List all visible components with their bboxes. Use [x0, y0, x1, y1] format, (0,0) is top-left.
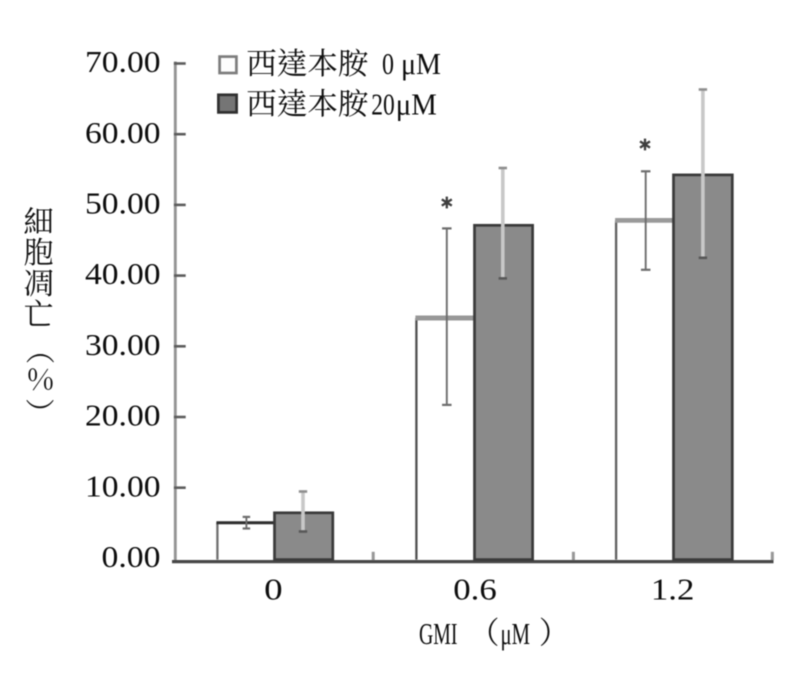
svg-text:GMI: GMI: [419, 617, 458, 651]
svg-text:0.6: 0.6: [453, 572, 497, 607]
svg-text:μM: μM: [396, 87, 437, 121]
svg-text:μM: μM: [501, 617, 531, 651]
svg-text:0.00: 0.00: [102, 539, 161, 574]
svg-text:1.2: 1.2: [651, 572, 695, 607]
svg-text:0: 0: [382, 47, 394, 81]
svg-text:20.00: 20.00: [85, 398, 161, 433]
svg-text:50.00: 50.00: [85, 186, 161, 221]
svg-text:0: 0: [264, 572, 283, 607]
svg-text:μM: μM: [401, 47, 441, 81]
svg-text:20: 20: [371, 87, 395, 121]
svg-text:40.00: 40.00: [85, 256, 161, 291]
svg-text:30.00: 30.00: [85, 327, 161, 362]
svg-text:10.00: 10.00: [85, 468, 161, 503]
svg-text:60.00: 60.00: [85, 115, 161, 150]
svg-text:70.00: 70.00: [85, 44, 161, 79]
